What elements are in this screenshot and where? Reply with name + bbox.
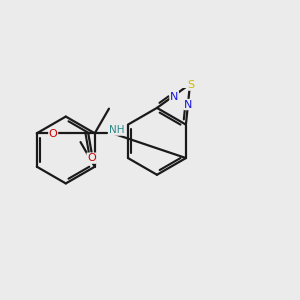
Text: O: O (87, 153, 96, 163)
Text: N: N (170, 92, 178, 101)
Text: NH: NH (109, 125, 124, 135)
Text: S: S (187, 80, 194, 90)
Text: N: N (184, 100, 192, 110)
Text: O: O (49, 129, 58, 139)
